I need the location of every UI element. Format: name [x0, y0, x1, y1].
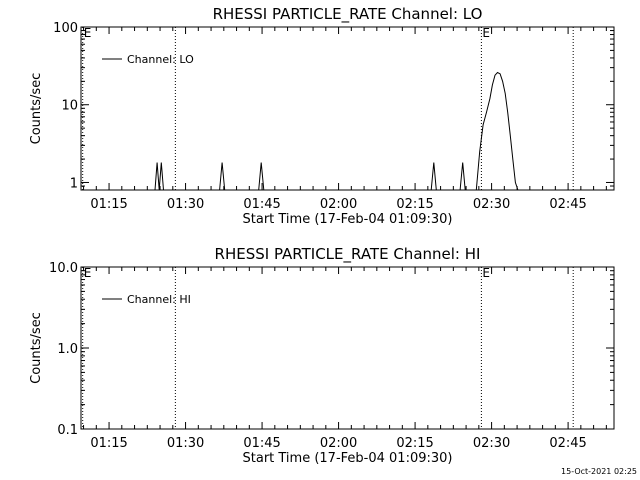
- legend-entry: Channel: LO: [127, 53, 194, 66]
- x-tick-label: 02:00: [320, 436, 357, 451]
- x-tick-label: 01:15: [90, 197, 127, 212]
- x-tick-label: 02:30: [473, 197, 510, 212]
- x-axis-label: Start Time (17-Feb-04 01:09:30): [243, 212, 453, 227]
- event-marker-label: E: [482, 26, 490, 40]
- x-tick-label: 01:30: [167, 436, 204, 451]
- x-tick-label: 01:45: [243, 197, 280, 212]
- x-tick-label: 01:45: [243, 436, 280, 451]
- event-marker-label: E: [84, 266, 92, 280]
- y-tick-label: 10: [61, 99, 78, 114]
- chart-title: RHESSI PARTICLE_RATE Channel: LO: [213, 5, 483, 24]
- y-axis-label: Counts/sec: [29, 312, 44, 384]
- x-tick-label: 02:15: [396, 436, 433, 451]
- plot-frame: [80, 266, 615, 430]
- x-axis-label: Start Time (17-Feb-04 01:09:30): [243, 451, 453, 466]
- x-tick-label: 02:30: [473, 436, 510, 451]
- x-tick-label: 01:30: [167, 197, 204, 212]
- chart-panel-2: RHESSI PARTICLE_RATE Channel: HI 01:15 01:…: [29, 245, 615, 466]
- x-tick-label: 02:00: [320, 197, 357, 212]
- x-tick-label: 01:15: [90, 436, 127, 451]
- y-axis-label: Counts/sec: [29, 73, 44, 145]
- x-tick-label: 02:45: [549, 436, 586, 451]
- series-line: [154, 71, 519, 191]
- legend-entry: Channel: HI: [127, 293, 191, 306]
- y-tick-label: 1.0: [57, 342, 78, 357]
- y-tick-label: 100: [53, 21, 78, 36]
- event-marker-label: E: [84, 26, 92, 40]
- chart-panel-1: RHESSI PARTICLE_RATE Channel: LO 01:15 01:…: [29, 5, 615, 227]
- chart-title: RHESSI PARTICLE_RATE Channel: HI: [215, 245, 481, 264]
- event-marker-label: E: [482, 266, 490, 280]
- y-tick-label: 0.1: [57, 423, 78, 438]
- y-tick-label: 1: [70, 176, 78, 191]
- x-tick-label: 02:45: [549, 197, 586, 212]
- x-tick-label: 02:15: [396, 197, 433, 212]
- y-tick-label: 10.0: [49, 261, 78, 276]
- footer-timestamp: 15-Oct-2021 02:25: [561, 467, 637, 476]
